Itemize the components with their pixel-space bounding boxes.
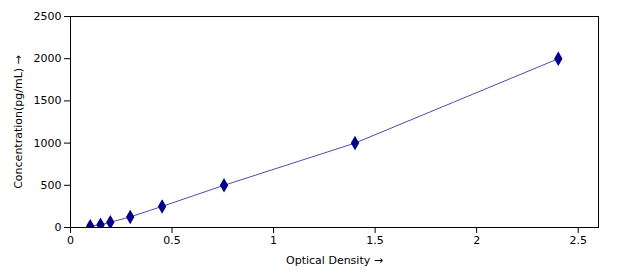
svg-text:1: 1 (270, 234, 277, 247)
svg-text:0: 0 (67, 234, 74, 247)
svg-text:2.5: 2.5 (569, 234, 587, 247)
svg-text:1000: 1000 (34, 137, 62, 150)
svg-text:500: 500 (41, 179, 62, 192)
svg-text:2: 2 (473, 234, 480, 247)
svg-text:Optical Density →: Optical Density → (286, 254, 383, 267)
svg-text:0.5: 0.5 (163, 234, 181, 247)
svg-text:0: 0 (55, 221, 62, 234)
svg-text:Concentration(pg/mL) →: Concentration(pg/mL) → (12, 55, 25, 189)
svg-text:2500: 2500 (34, 10, 62, 23)
svg-text:1.5: 1.5 (366, 234, 384, 247)
svg-text:1500: 1500 (34, 94, 62, 107)
svg-text:2000: 2000 (34, 52, 62, 65)
